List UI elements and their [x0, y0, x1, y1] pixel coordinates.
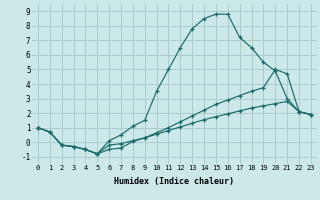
X-axis label: Humidex (Indice chaleur): Humidex (Indice chaleur) [115, 177, 234, 186]
